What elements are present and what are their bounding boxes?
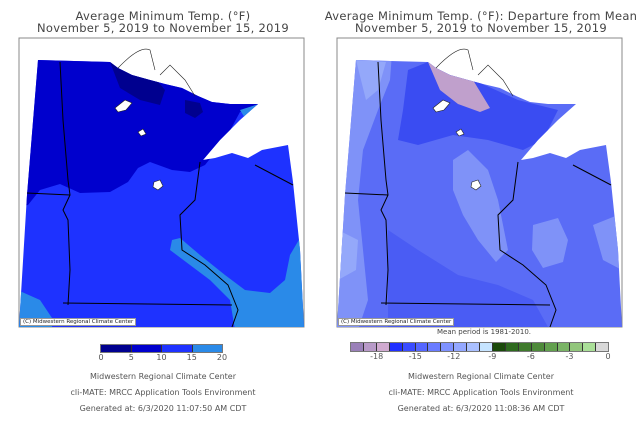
lake-leech	[137, 128, 147, 137]
left-legend-tick-label: 20	[216, 353, 228, 362]
left-map	[18, 37, 305, 328]
right-legend-tick-label: -6	[526, 352, 535, 361]
right-legend-box	[351, 343, 364, 351]
right-legend-box	[583, 343, 597, 351]
state-borders-right	[344, 61, 612, 328]
canada-shoreline-right	[435, 48, 514, 97]
left-title-line1: Average Minimum Temp. (°F)	[75, 9, 251, 23]
right-legend-box	[402, 343, 416, 351]
region-15-20-se	[170, 235, 304, 327]
region-0-5-b	[185, 100, 203, 118]
left-legend-box	[101, 345, 132, 352]
right-legend-box	[518, 343, 532, 351]
right-legend-box	[480, 343, 493, 351]
right-legend-box	[467, 343, 481, 351]
left-footer-line1: Midwestern Regional Climate Center	[90, 372, 236, 381]
right-legend-box	[531, 343, 545, 351]
right-legend-box	[570, 343, 584, 351]
left-copyright: (C) Midwestern Regional Climate Center	[20, 318, 137, 326]
right-footer-line3: Generated at: 6/3/2020 11:08:36 AM CDT	[397, 404, 565, 413]
anomaly-light-center	[453, 150, 508, 262]
right-legend-box	[428, 343, 442, 351]
canada-shoreline	[117, 48, 196, 97]
right-legend-tick-label: -18	[370, 352, 384, 361]
right-legend-box	[492, 343, 506, 351]
state-borders	[26, 61, 294, 328]
right-legend-tick-label: -15	[408, 352, 422, 361]
right-footer-line1: Midwestern Regional Climate Center	[408, 372, 554, 381]
right-legend-tick-label: -3	[565, 352, 574, 361]
left-footer: Midwestern Regional Climate Center cli-M…	[0, 369, 326, 417]
right-legend-box	[363, 343, 377, 351]
right-legend-box	[544, 343, 558, 351]
anomaly-light-west	[337, 60, 393, 327]
right-map-title: Average Minimum Temp. (°F): Departure fr…	[318, 10, 640, 34]
right-legend-tick-label: -9	[488, 352, 497, 361]
anomaly-purple	[428, 62, 490, 112]
right-footer: Midwestern Regional Climate Center cli-M…	[318, 369, 640, 417]
right-copyright: (C) Midwestern Regional Climate Center	[338, 318, 455, 326]
lake-mille-lacs-right	[470, 179, 482, 191]
left-legend-tick-label: 10	[156, 353, 167, 362]
lake-red	[114, 99, 133, 113]
right-legend-box	[441, 343, 455, 351]
anomaly-dark-south	[388, 230, 548, 327]
left-legend-tick-label: 15	[186, 353, 197, 362]
right-legend-box	[454, 343, 468, 351]
right-legend-colorbar	[350, 342, 609, 352]
anomaly-light-se	[532, 215, 622, 270]
right-legend-tick-label: 0	[605, 352, 611, 361]
right-legend-box	[415, 343, 429, 351]
left-legend-box	[162, 345, 193, 352]
anomaly-lighter-nw	[338, 60, 386, 280]
left-legend-tick-label: 0	[98, 353, 104, 362]
right-legend-box	[376, 343, 390, 351]
left-footer-line2: cli-MATE: MRCC Application Tools Environ…	[70, 388, 256, 397]
right-legend-box	[596, 343, 609, 351]
lake-mille-lacs	[152, 179, 164, 191]
right-map	[336, 37, 623, 328]
right-legend-box	[389, 343, 403, 351]
left-title-line2: November 5, 2019 to November 15, 2019	[36, 21, 290, 35]
right-legend-box	[557, 343, 571, 351]
left-footer-line3: Generated at: 6/3/2020 11:07:50 AM CDT	[79, 404, 247, 413]
mean-period-note: Mean period is 1981-2010.	[437, 328, 532, 336]
lake-leech-right	[455, 128, 465, 137]
left-legend-colorbar	[100, 344, 223, 353]
left-legend-tick-label: 5	[128, 353, 134, 362]
region-0-5-a	[110, 62, 165, 105]
right-legend-box	[505, 343, 519, 351]
lake-red-right	[432, 99, 451, 113]
left-legend-box	[192, 345, 222, 352]
left-map-title: Average Minimum Temp. (°F) November 5, 2…	[0, 10, 326, 34]
left-legend-box	[131, 345, 162, 352]
right-title-line1: Average Minimum Temp. (°F): Departure fr…	[324, 9, 638, 23]
right-legend-tick-label: -12	[447, 352, 461, 361]
right-footer-line2: cli-MATE: MRCC Application Tools Environ…	[388, 388, 574, 397]
right-title-line2: November 5, 2019 to November 15, 2019	[354, 21, 608, 35]
